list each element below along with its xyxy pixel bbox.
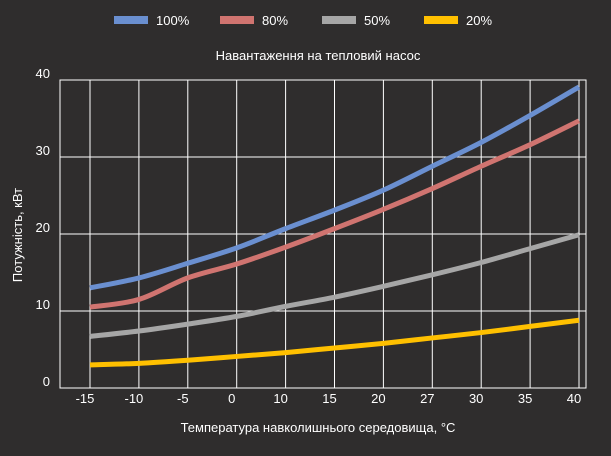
series-line-20pct [89, 317, 580, 368]
plot-area [59, 79, 587, 389]
legend-label: 50% [364, 13, 390, 28]
legend-label: 20% [466, 13, 492, 28]
legend-swatch [114, 16, 148, 24]
x-tick-label: 15 [322, 391, 336, 406]
y-tick-label: 40 [36, 66, 50, 81]
y-axis-label: Потужність, кВт [10, 188, 25, 282]
x-tick-label: 0 [228, 391, 235, 406]
chart-title: Навантаження на тепловий насос [216, 48, 421, 63]
x-tick-label: -15 [76, 391, 95, 406]
x-tick-label: 30 [469, 391, 483, 406]
legend-swatch [322, 16, 356, 24]
x-axis-ticks: -15 -10 -5 0 10 15 20 27 30 35 40 [76, 391, 582, 406]
y-tick-label: 0 [43, 374, 50, 389]
series-lines [89, 84, 581, 368]
legend-swatch [220, 16, 254, 24]
x-tick-label: 35 [518, 391, 532, 406]
series-line-80pct [89, 118, 581, 310]
legend-label: 100% [156, 13, 190, 28]
x-tick-label: 27 [420, 391, 434, 406]
legend-label: 80% [262, 13, 288, 28]
x-axis-label: Температура навколишнього середовища, °С [181, 420, 456, 435]
legend-swatch [424, 16, 458, 24]
y-tick-label: 20 [36, 220, 50, 235]
series-line-50pct [89, 232, 580, 339]
x-tick-label: 40 [567, 391, 581, 406]
series-line-100pct [89, 84, 581, 291]
y-tick-label: 30 [36, 143, 50, 158]
y-axis-ticks: 0 10 20 30 40 [36, 66, 50, 389]
x-tick-label: 20 [371, 391, 385, 406]
y-tick-label: 10 [36, 297, 50, 312]
x-tick-label: -5 [177, 391, 189, 406]
x-tick-label: -10 [125, 391, 144, 406]
legend: 100% 80% 50% 20% [114, 13, 492, 28]
x-tick-label: 10 [273, 391, 287, 406]
